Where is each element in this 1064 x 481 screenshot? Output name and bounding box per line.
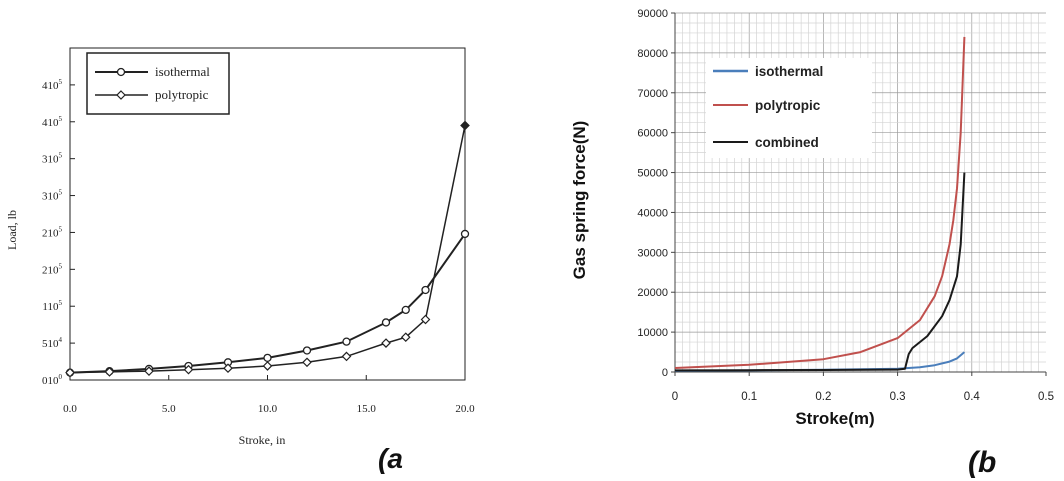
chart-b-y-tick-label: 80000 bbox=[637, 48, 668, 60]
chart-b-legend-item-polytropic: polytropic bbox=[713, 98, 821, 113]
chart-a-point-isothermal bbox=[381, 318, 391, 327]
chart-a-legend: isothermal polytropic bbox=[86, 52, 230, 115]
chart-a-x-tick-label: 10.0 bbox=[258, 403, 278, 415]
chart-a-point-polytropic bbox=[65, 367, 75, 378]
chart-a-x-tick-label: 0.0 bbox=[63, 403, 77, 415]
chart-b-x-tick-label: 0.5 bbox=[1038, 391, 1054, 403]
chart-b-x-tick-label: 0.3 bbox=[890, 391, 906, 403]
chart-a-point-polytropic bbox=[400, 332, 411, 343]
chart-b-legend: isothermal polytropic combined bbox=[706, 58, 872, 158]
chart-a-y-tick-label: 3105 bbox=[42, 189, 63, 203]
chart-a-legend-item-isothermal: isothermal bbox=[95, 64, 210, 79]
chart-a-point-polytropic bbox=[183, 364, 194, 375]
chart-a-point-isothermal bbox=[342, 337, 351, 346]
chart-b-x-ticks: 0 0.1 0.2 0.3 0.4 0.5 bbox=[672, 372, 1054, 403]
chart-b-x-tick-label: 0.1 bbox=[741, 391, 757, 403]
chart-b-legend-item-combined: combined bbox=[713, 135, 819, 150]
chart-a-y-tick-label: 4105 bbox=[42, 115, 63, 129]
chart-a-x-tick-label: 15.0 bbox=[357, 403, 377, 415]
chart-b-y-tick-label: 50000 bbox=[637, 168, 668, 180]
chart-a-panel-label: (a bbox=[378, 443, 403, 474]
chart-b-y-tick-label: 0 bbox=[662, 367, 668, 379]
chart-a-y-ticks: 0100 5104 1105 2105 2105 3105 3105 4105 4105 bbox=[42, 78, 75, 387]
chart-a-x-tick-label: 5.0 bbox=[162, 403, 176, 415]
chart-b-legend-label-polytropic: polytropic bbox=[755, 98, 821, 113]
chart-a: 0100 5104 1105 2105 2105 3105 3105 4105 4105 0.0… bbox=[5, 47, 475, 474]
chart-a-y-axis-label: Load, lb bbox=[5, 210, 19, 250]
chart-b-x-tick-label: 0.2 bbox=[815, 391, 831, 403]
chart-a-point-polytropic bbox=[381, 338, 391, 348]
chart-b-y-ticks: 0 10000 20000 30000 40000 50000 60000 70000 8000… bbox=[637, 8, 675, 379]
chart-a-point-polytropic bbox=[420, 314, 431, 325]
chart-a-point-polytropic bbox=[144, 366, 154, 376]
chart-a-series-line-polytropic bbox=[69, 125, 466, 374]
chart-b-legend-item-isothermal: isothermal bbox=[713, 64, 823, 79]
chart-a-point-polytropic bbox=[460, 120, 470, 131]
chart-b-series bbox=[674, 36, 966, 372]
chart-b-series-line-polytropic bbox=[674, 36, 966, 369]
chart-b-y-tick-label: 10000 bbox=[637, 327, 668, 339]
chart-a-legend-item-polytropic: polytropic bbox=[95, 87, 209, 102]
chart-b-y-tick-label: 30000 bbox=[637, 247, 668, 259]
chart-a-point-polytropic bbox=[341, 351, 352, 362]
chart-a-point-polytropic bbox=[104, 367, 115, 377]
chart-b-y-tick-label: 20000 bbox=[637, 287, 668, 299]
chart-a-point-isothermal bbox=[421, 285, 430, 295]
chart-a-y-tick-label: 1105 bbox=[42, 299, 62, 313]
chart-a-point-isothermal bbox=[302, 346, 312, 355]
chart-a-y-tick-label: 4105 bbox=[42, 78, 63, 92]
chart-a-y-tick-label: 5104 bbox=[42, 336, 63, 350]
chart-b-legend-label-combined: combined bbox=[755, 135, 819, 150]
chart-b-y-tick-label: 60000 bbox=[637, 128, 668, 140]
chart-a-y-tick-label: 2105 bbox=[42, 262, 63, 276]
chart-a-x-axis-label: Stroke, in bbox=[239, 433, 286, 447]
chart-a-point-polytropic bbox=[302, 357, 312, 368]
chart-a-legend-label-polytropic: polytropic bbox=[155, 87, 209, 102]
chart-a-legend-label-isothermal: isothermal bbox=[155, 64, 210, 79]
chart-a-point-isothermal bbox=[460, 229, 470, 239]
chart-b-x-axis-label: Stroke(m) bbox=[795, 409, 874, 428]
chart-b-y-axis-label: Gas spring force(N) bbox=[570, 121, 589, 280]
chart-b-x-tick-label: 0.4 bbox=[964, 391, 981, 403]
chart-b-panel-label: (b bbox=[968, 446, 996, 479]
chart-a-point-isothermal bbox=[401, 305, 410, 315]
chart-b-y-tick-label: 90000 bbox=[637, 8, 668, 20]
chart-a-legend-box bbox=[86, 52, 230, 115]
chart-b-y-tick-label: 70000 bbox=[637, 88, 668, 100]
chart-a-series-line-isothermal bbox=[69, 233, 466, 374]
chart-a-series bbox=[65, 120, 470, 378]
chart-b-series-line-isothermal bbox=[674, 351, 966, 372]
chart-a-y-tick-label: 0100 bbox=[42, 373, 63, 387]
chart-b-legend-label-isothermal: isothermal bbox=[755, 64, 823, 79]
chart-a-y-tick-label: 2105 bbox=[42, 225, 63, 239]
chart-b-series-line-combined bbox=[674, 172, 966, 372]
chart-a-x-ticks: 0.0 5.0 10.0 15.0 20.0 bbox=[63, 375, 475, 415]
chart-a-point-polytropic bbox=[262, 361, 273, 371]
chart-b-axes bbox=[674, 13, 1046, 373]
chart-b-x-tick-label: 0 bbox=[672, 391, 678, 403]
chart-a-point-polytropic bbox=[223, 363, 233, 374]
chart-a-x-tick-label: 20.0 bbox=[455, 403, 475, 415]
chart-b: 0 10000 20000 30000 40000 50000 60000 70000 8000… bbox=[570, 8, 1054, 479]
chart-a-y-tick-label: 3105 bbox=[42, 152, 63, 166]
chart-b-y-tick-label: 40000 bbox=[637, 207, 668, 219]
chart-a-point-isothermal bbox=[263, 353, 272, 363]
